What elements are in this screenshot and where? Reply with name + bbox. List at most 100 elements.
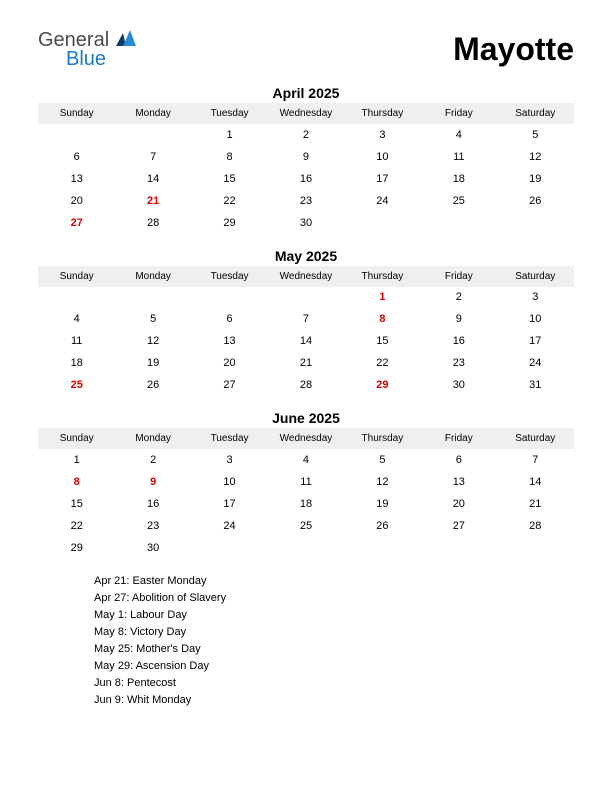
calendar-cell: 3 xyxy=(191,449,267,471)
calendar-cell: 2 xyxy=(115,449,191,471)
calendar-cell: 13 xyxy=(191,330,267,352)
day-header: Wednesday xyxy=(268,429,344,449)
calendar-table: SundayMondayTuesdayWednesdayThursdayFrid… xyxy=(38,266,574,397)
calendar-cell: 31 xyxy=(497,374,573,396)
day-header: Saturday xyxy=(497,266,573,286)
calendar-cell: 22 xyxy=(344,352,420,374)
calendar-cell: 20 xyxy=(421,493,497,515)
calendar-cell: 21 xyxy=(268,352,344,374)
calendar-cell xyxy=(421,212,497,234)
calendar-cell: 26 xyxy=(115,374,191,396)
calendar-cell xyxy=(497,537,573,559)
calendar-cell: 30 xyxy=(268,212,344,234)
holiday-item: Jun 8: Pentecost xyxy=(94,675,574,692)
holiday-item: Jun 9: Whit Monday xyxy=(94,692,574,709)
day-header: Sunday xyxy=(39,266,115,286)
calendar-cell: 16 xyxy=(421,330,497,352)
calendar-cell: 1 xyxy=(39,449,115,471)
calendar-cell: 8 xyxy=(191,146,267,168)
calendar-cell: 5 xyxy=(497,124,573,146)
calendar-cell: 22 xyxy=(191,190,267,212)
calendar-cell: 1 xyxy=(344,286,420,308)
calendar-row: 2930 xyxy=(39,537,574,559)
calendar-cell: 25 xyxy=(268,515,344,537)
calendar-cell: 28 xyxy=(268,374,344,396)
calendar-table: SundayMondayTuesdayWednesdayThursdayFrid… xyxy=(38,428,574,559)
calendar-cell: 16 xyxy=(115,493,191,515)
day-header: Friday xyxy=(421,429,497,449)
calendar-cell: 14 xyxy=(497,471,573,493)
calendar-cell: 1 xyxy=(191,124,267,146)
holidays-list: Apr 21: Easter MondayApr 27: Abolition o… xyxy=(38,573,574,709)
calendar-cell: 9 xyxy=(421,308,497,330)
calendar-cell: 11 xyxy=(268,471,344,493)
calendars-container: April 2025SundayMondayTuesdayWednesdayTh… xyxy=(38,81,574,559)
calendar-row: 12345 xyxy=(39,124,574,146)
calendar-cell: 30 xyxy=(421,374,497,396)
calendar-cell xyxy=(39,124,115,146)
calendar-cell: 8 xyxy=(344,308,420,330)
calendar-cell xyxy=(191,286,267,308)
header: General Blue Mayotte xyxy=(38,30,574,69)
calendar-cell: 14 xyxy=(268,330,344,352)
calendar-cell xyxy=(497,212,573,234)
calendar-cell: 25 xyxy=(421,190,497,212)
calendar-cell: 4 xyxy=(39,308,115,330)
calendar-cell xyxy=(115,286,191,308)
calendar-cell: 17 xyxy=(344,168,420,190)
calendar-cell: 7 xyxy=(115,146,191,168)
calendar-cell: 6 xyxy=(191,308,267,330)
calendar-cell xyxy=(421,537,497,559)
calendar-month: May 2025SundayMondayTuesdayWednesdayThur… xyxy=(38,244,574,397)
calendar-cell: 24 xyxy=(497,352,573,374)
holiday-item: Apr 21: Easter Monday xyxy=(94,573,574,590)
calendar-cell: 19 xyxy=(115,352,191,374)
calendar-cell xyxy=(268,286,344,308)
calendar-row: 1234567 xyxy=(39,449,574,471)
calendar-cell: 26 xyxy=(344,515,420,537)
day-header: Monday xyxy=(115,429,191,449)
calendar-cell: 18 xyxy=(268,493,344,515)
logo-triangles-icon xyxy=(116,30,138,51)
calendar-cell: 18 xyxy=(421,168,497,190)
calendar-row: 13141516171819 xyxy=(39,168,574,190)
day-header: Thursday xyxy=(344,104,420,124)
calendar-cell: 29 xyxy=(191,212,267,234)
holiday-item: May 1: Labour Day xyxy=(94,607,574,624)
calendar-cell: 27 xyxy=(191,374,267,396)
calendar-cell: 16 xyxy=(268,168,344,190)
calendar-cell: 25 xyxy=(39,374,115,396)
day-header: Friday xyxy=(421,104,497,124)
calendar-row: 123 xyxy=(39,286,574,308)
day-header: Thursday xyxy=(344,266,420,286)
calendar-cell xyxy=(268,537,344,559)
calendar-row: 22232425262728 xyxy=(39,515,574,537)
calendar-cell: 15 xyxy=(344,330,420,352)
calendar-cell: 21 xyxy=(115,190,191,212)
holiday-item: May 25: Mother's Day xyxy=(94,641,574,658)
calendar-cell xyxy=(191,537,267,559)
calendar-table: SundayMondayTuesdayWednesdayThursdayFrid… xyxy=(38,103,574,234)
calendar-cell: 15 xyxy=(39,493,115,515)
calendar-cell: 3 xyxy=(497,286,573,308)
calendar-cell: 23 xyxy=(115,515,191,537)
calendar-cell: 17 xyxy=(191,493,267,515)
calendar-cell: 21 xyxy=(497,493,573,515)
calendar-cell xyxy=(115,124,191,146)
calendar-cell: 20 xyxy=(191,352,267,374)
calendar-row: 25262728293031 xyxy=(39,374,574,396)
calendar-cell: 24 xyxy=(344,190,420,212)
calendar-row: 45678910 xyxy=(39,308,574,330)
calendar-month: June 2025SundayMondayTuesdayWednesdayThu… xyxy=(38,406,574,559)
calendar-cell: 9 xyxy=(115,471,191,493)
calendar-cell: 30 xyxy=(115,537,191,559)
calendar-cell: 10 xyxy=(497,308,573,330)
day-header: Tuesday xyxy=(191,104,267,124)
month-title: June 2025 xyxy=(38,406,574,428)
calendar-month: April 2025SundayMondayTuesdayWednesdayTh… xyxy=(38,81,574,234)
calendar-cell: 24 xyxy=(191,515,267,537)
calendar-cell: 14 xyxy=(115,168,191,190)
calendar-cell: 23 xyxy=(421,352,497,374)
calendar-cell: 7 xyxy=(497,449,573,471)
day-header: Friday xyxy=(421,266,497,286)
